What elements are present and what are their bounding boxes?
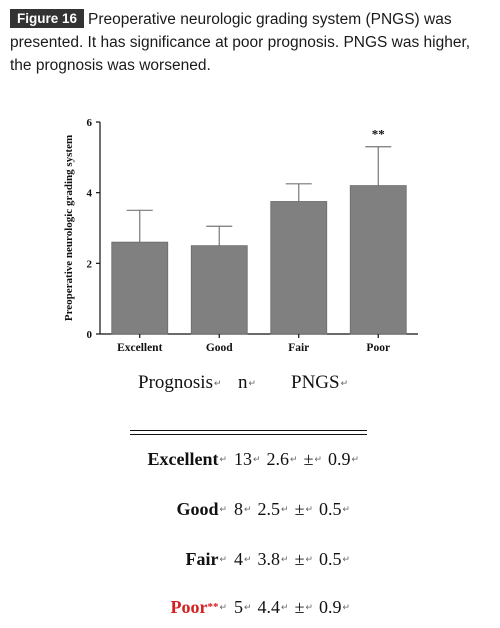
- header-n: n: [238, 372, 248, 393]
- row-group: Fair: [185, 548, 219, 569]
- format-mark: ↵: [351, 453, 360, 464]
- x-tick-label: Good: [206, 342, 233, 354]
- format-mark: ↵: [342, 601, 351, 612]
- row-sd: 0.9: [328, 448, 351, 469]
- y-tick-label: 2: [87, 258, 93, 270]
- row-n: 13: [234, 448, 252, 469]
- table-row-values: 8 ↵ 2.5 ↵ ± ↵ 0.5 ↵: [234, 494, 350, 524]
- format-mark: ↵: [219, 553, 227, 564]
- row-sd: 0.5: [319, 548, 342, 569]
- format-mark: ↵: [244, 601, 252, 612]
- format-mark: ↵: [342, 553, 351, 564]
- bar-excellent: [111, 241, 169, 335]
- row-plus-minus: ±: [294, 548, 305, 569]
- x-tick-label: Fair: [288, 342, 309, 354]
- row-mean: 3.8: [257, 548, 281, 569]
- row-group: Good: [176, 498, 219, 519]
- format-mark: ↵: [219, 601, 227, 612]
- format-mark: ↵: [305, 553, 314, 564]
- table-row-values: 4 ↵ 3.8 ↵ ± ↵ 0.5 ↵: [234, 544, 350, 574]
- row-mean: 2.5: [257, 498, 281, 519]
- y-tick-label: 4: [87, 188, 93, 200]
- figure-badge: Figure 16: [10, 9, 85, 28]
- header-pngs: PNGS: [291, 372, 340, 393]
- row-sd: 0.5: [319, 498, 342, 519]
- row-n: 8: [234, 498, 243, 519]
- row-plus-minus: ±: [294, 498, 305, 519]
- row-sd: 0.9: [319, 596, 342, 617]
- row-mean: 4.4: [257, 596, 281, 617]
- table-rule-top: [130, 430, 367, 431]
- table-row: Fair ↵: [185, 544, 227, 574]
- format-mark: ↵: [253, 453, 261, 464]
- y-axis-label: Preoperative neurologic grading system: [63, 135, 75, 321]
- x-tick-label: Poor: [366, 342, 390, 354]
- header-prognosis: Prognosis: [138, 372, 213, 393]
- row-mean: 2.6: [266, 448, 290, 469]
- bar-fair: [270, 201, 328, 335]
- row-group: Excellent: [147, 448, 219, 469]
- table-row: Good ↵: [176, 494, 227, 524]
- bar-poor: [349, 185, 407, 335]
- format-mark: ↵: [305, 601, 314, 612]
- row-n: 5: [234, 596, 243, 617]
- caption-text: Preoperative neurologic grading system (…: [10, 11, 471, 74]
- format-mark: ↵: [244, 553, 252, 564]
- table-row-values: 5 ↵ 4.4 ↵ ± ↵ 0.9 ↵: [234, 592, 350, 622]
- y-tick-label: 6: [87, 117, 93, 129]
- figure-caption: Figure 16 Preoperative neurologic grading…: [10, 8, 492, 77]
- y-tick-label: 0: [87, 329, 93, 341]
- format-mark: ↵: [314, 453, 323, 464]
- table-row: Poor ** ↵: [170, 592, 227, 622]
- format-mark: ↵: [342, 503, 351, 514]
- format-mark: ↵: [248, 377, 257, 388]
- row-significance: **: [207, 601, 219, 613]
- format-mark: ↵: [281, 503, 289, 514]
- table-row-values: 13 ↵ 2.6 ↵ ± ↵ 0.9 ↵: [234, 444, 359, 474]
- bar-chart: 0 2 4 6 Preoperative neurologic grading syst…: [63, 117, 418, 354]
- format-mark: ↵: [219, 503, 227, 514]
- row-plus-minus: ±: [303, 448, 314, 469]
- format-mark: ↵: [219, 453, 227, 464]
- format-mark: ↵: [290, 453, 298, 464]
- table-row: Excellent ↵: [147, 444, 227, 474]
- x-tick-label: Excellent: [117, 342, 163, 354]
- format-mark: ↵: [213, 377, 222, 388]
- row-group: Poor: [170, 596, 208, 617]
- row-n: 4: [234, 548, 243, 569]
- table-rule-bottom: [130, 434, 367, 435]
- format-mark: ↵: [305, 503, 314, 514]
- bar-good: [190, 245, 248, 335]
- format-mark: ↵: [281, 601, 289, 612]
- format-mark: ↵: [281, 553, 289, 564]
- format-mark: ↵: [244, 503, 252, 514]
- significance-marker: **: [372, 127, 385, 142]
- row-plus-minus: ±: [294, 596, 305, 617]
- format-mark: ↵: [340, 377, 349, 388]
